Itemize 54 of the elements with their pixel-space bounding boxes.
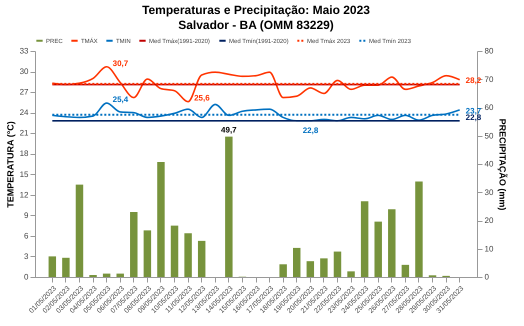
bar: [198, 240, 206, 277]
data-label: 22,8: [302, 126, 319, 135]
bar: [347, 271, 355, 277]
bar: [184, 233, 192, 277]
bar: [293, 248, 300, 277]
bar: [157, 162, 165, 277]
y-axis-title: TEMPERATURA (°C): [6, 121, 16, 208]
bar: [374, 222, 382, 277]
bar: [102, 274, 110, 277]
y2-tick-label: 60: [484, 103, 494, 112]
y-tick-label: 9: [24, 210, 30, 220]
y2-tick-label: 40: [484, 160, 494, 168]
y-tick-label: 0: [24, 272, 30, 282]
y2-tick-label: 50: [484, 131, 494, 140]
y2-axis-title: PRECIPITAÇÃO (mm): [497, 118, 508, 210]
bar: [76, 184, 84, 277]
y-tick-label: 30: [20, 67, 30, 76]
bar: [62, 258, 70, 277]
bar: [320, 258, 328, 277]
bar: [415, 182, 423, 277]
y2-tick-label: 10: [484, 244, 494, 254]
y2-tick-label: 70: [484, 74, 494, 84]
bar: [334, 252, 342, 277]
data-label: 49,7: [221, 126, 238, 135]
bar: [388, 209, 396, 277]
bar: [170, 226, 178, 277]
chart-subtitle: Salvador - BA (OMM 83229): [178, 18, 334, 32]
bar: [402, 264, 410, 277]
y-tick-label: 27: [20, 88, 30, 97]
bar: [306, 261, 314, 277]
y2-tick-label: 80: [484, 46, 494, 56]
bar: [130, 212, 138, 277]
y2-tick-label: 20: [484, 216, 494, 225]
data-label: 25,6: [194, 94, 210, 103]
data-label: 25,4: [112, 95, 129, 104]
bar: [279, 264, 287, 277]
bar: [116, 274, 124, 277]
y-tick-label: 24: [20, 108, 30, 118]
bar: [360, 201, 368, 277]
data-label: 28,2: [466, 76, 482, 85]
y-tick-label: 12: [20, 190, 30, 200]
chart-title: Temperaturas e Precipitação: Maio 2023: [142, 3, 370, 17]
bar: [48, 256, 56, 277]
y-tick-label: 3: [24, 252, 30, 261]
bar: [144, 230, 152, 277]
y-tick-label: 15: [20, 170, 30, 179]
bar: [225, 136, 233, 277]
y2-tick-label: 30: [484, 188, 494, 197]
y-tick-label: 18: [20, 149, 30, 158]
data-label: 30,7: [112, 58, 129, 68]
y2-tick-label: 0: [484, 272, 490, 282]
y-tick-label: 6: [24, 231, 30, 240]
y-tick-label: 33: [20, 46, 30, 56]
y-tick-label: 21: [20, 128, 30, 138]
